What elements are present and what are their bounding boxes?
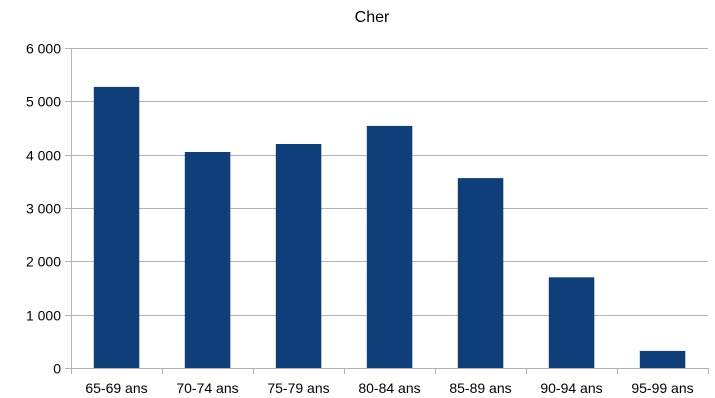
axes xyxy=(65,48,709,374)
x-tick-label: 70-74 ans xyxy=(176,380,238,396)
bar-70-74-ans xyxy=(184,152,231,368)
x-tick-label: 95-99 ans xyxy=(631,380,693,396)
y-tick-label: 1 000 xyxy=(26,308,61,324)
x-tick-label: 90-94 ans xyxy=(540,380,602,396)
y-tick-label: 5 000 xyxy=(26,94,61,110)
bars xyxy=(93,86,686,369)
x-axis-tick-labels: 65-69 ans 70-74 ans 75-79 ans 80-84 ans 85-8… xyxy=(85,380,693,396)
chart-title: Cher xyxy=(355,9,390,26)
bar-90-94-ans xyxy=(548,277,595,368)
y-tick-label: 6 000 xyxy=(26,41,61,57)
x-tick-label: 85-89 ans xyxy=(449,380,511,396)
x-tick-label: 80-84 ans xyxy=(358,380,420,396)
bar-80-84-ans xyxy=(366,125,413,369)
y-axis-tick-labels: 0 1 000 2 000 3 000 4 000 5 000 6 000 xyxy=(26,41,61,377)
x-tick-label: 75-79 ans xyxy=(267,380,329,396)
bar-75-79-ans xyxy=(275,144,322,368)
y-tick-label: 2 000 xyxy=(26,254,61,270)
bar-65-69-ans xyxy=(93,86,140,369)
x-tick-label: 65-69 ans xyxy=(85,380,147,396)
y-tick-label: 4 000 xyxy=(26,148,61,164)
bar-95-99-ans xyxy=(639,350,686,368)
y-tick-label: 0 xyxy=(53,361,61,377)
bar-85-89-ans xyxy=(457,178,504,368)
y-tick-label: 3 000 xyxy=(26,201,61,217)
